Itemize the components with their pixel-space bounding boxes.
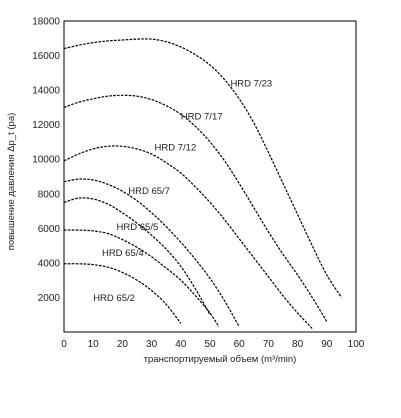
x-tick-label: 10	[88, 339, 100, 350]
x-axis-title: транспортируемый объем (m³/min)	[144, 354, 297, 365]
series-label: HRD 7/23	[230, 79, 272, 90]
y-tick-label: 8000	[38, 189, 61, 200]
series-line-hrd-65-2	[63, 263, 182, 324]
y-tick-label: 12000	[32, 120, 60, 131]
series-label: HRD 65/5	[117, 222, 159, 233]
x-tick-label: 20	[117, 339, 129, 350]
y-tick-label: 2000	[38, 293, 61, 304]
plot-area-frame	[63, 20, 357, 333]
x-tick-label: 70	[263, 339, 275, 350]
series-label: HRD 7/17	[181, 111, 223, 122]
x-tick-label: 50	[204, 339, 216, 350]
series-label: HRD 65/4	[102, 248, 144, 259]
x-tick-label: 30	[146, 339, 158, 350]
y-tick-label: 4000	[38, 258, 61, 269]
x-tick-label: 60	[234, 339, 246, 350]
series-label: HRD 65/7	[128, 186, 170, 197]
y-tick-label: 10000	[32, 155, 60, 166]
series-labels: HRD 7/23 HRD 7/17 HRD 7/12 HRD 65/7 HRD 65/5…	[93, 79, 272, 304]
series-label: HRD 7/12	[155, 143, 197, 154]
x-axis-ticks: 0 10 20 30 40 50 60 70 80 90 100	[61, 339, 365, 350]
x-tick-label: 90	[321, 339, 333, 350]
series-label: HRD 65/2	[93, 293, 135, 304]
series-line-hrd-65-7	[63, 178, 240, 328]
series-line-hrd-65-4	[63, 229, 220, 328]
series-line-hrd-65-5	[63, 197, 211, 315]
y-tick-label: 16000	[32, 51, 60, 62]
y-tick-label: 6000	[38, 224, 61, 235]
x-tick-label: 0	[61, 339, 67, 350]
series-line-hrd-7-17	[63, 94, 328, 322]
y-axis-title: повышение давления Δp_t (pa)	[6, 113, 17, 251]
series-lines	[63, 38, 342, 329]
series-line-hrd-7-12	[63, 145, 313, 329]
series-line-hrd-7-23	[63, 38, 342, 298]
x-tick-label: 100	[348, 339, 365, 350]
y-tick-label: 14000	[32, 86, 60, 97]
y-tick-label: 18000	[32, 17, 60, 28]
x-tick-label: 80	[292, 339, 304, 350]
x-tick-label: 40	[175, 339, 187, 350]
y-axis-ticks: 2000 4000 6000 8000 10000 12000 14000 16000 1800…	[32, 17, 60, 304]
